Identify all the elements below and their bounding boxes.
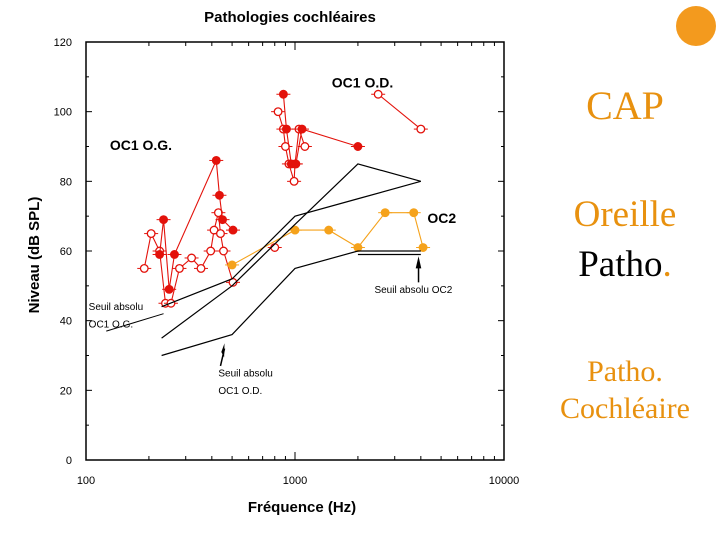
data-point — [175, 263, 184, 273]
y-axis-label: Niveau (dB SPL) — [26, 197, 43, 314]
data-point — [216, 229, 225, 239]
annotation-label: OC2 — [427, 210, 456, 226]
data-point — [139, 263, 149, 273]
y-tick-label: 0 — [66, 455, 72, 467]
slide-label-cap: CAP — [586, 83, 664, 128]
y-tick-label: 120 — [54, 37, 72, 49]
annotation-label: OC1 O.G. — [89, 320, 133, 331]
annotation-arrow — [106, 313, 164, 332]
series-line — [161, 163, 421, 339]
data-point — [418, 243, 428, 252]
series-line — [143, 231, 167, 304]
data-point — [278, 89, 288, 99]
y-tick-label: 60 — [60, 246, 72, 258]
chart-title: Pathologies cochléaires — [204, 9, 376, 26]
y-tick-label: 20 — [60, 385, 72, 397]
x-tick-label: 100 — [77, 475, 95, 487]
data-point — [187, 253, 197, 263]
orange-circle-icon — [676, 6, 716, 46]
data-point — [196, 263, 206, 273]
plot-frame — [85, 41, 505, 461]
annotation-arrowhead — [415, 256, 422, 269]
patho-word: Patho — [578, 244, 663, 285]
slide-label-patho: Patho. — [540, 243, 710, 286]
audiogram-chart: 0 20 40 60 80 100 120 100 1000 10000 OC1 O.D. OC1 O… — [26, 9, 520, 516]
data-point — [300, 142, 310, 151]
data-point — [353, 142, 363, 151]
x-axis-label: Fréquence (Hz) — [248, 499, 356, 516]
annotation-label: OC1 O.D. — [218, 386, 262, 397]
series-line — [377, 93, 422, 130]
data-point — [159, 215, 169, 225]
data-point — [290, 225, 300, 235]
data-point — [146, 229, 156, 239]
series-line — [161, 180, 421, 308]
data-point — [219, 246, 228, 256]
patho-dot: . — [662, 244, 672, 285]
series-line — [161, 250, 421, 357]
annotation-arrowhead — [221, 343, 225, 358]
annotation-label: OC1 O.D. — [332, 74, 393, 90]
data-point — [214, 190, 224, 200]
slide-label-patho-2: Patho. — [587, 355, 663, 388]
series-line — [170, 212, 234, 304]
data-point — [289, 176, 299, 186]
annotation-label: Seuil absolu — [218, 368, 272, 379]
data-point — [227, 260, 237, 270]
data-point — [297, 124, 307, 134]
data-point — [211, 155, 221, 165]
data-point — [170, 250, 179, 259]
annotation-label: Seuil absolu — [89, 302, 143, 313]
data-point — [291, 159, 301, 169]
data-point — [228, 225, 238, 235]
annotation-label: Seuil absolu OC2 — [374, 285, 452, 296]
y-tick-label: 40 — [60, 316, 72, 328]
x-tick-label: 10000 — [489, 475, 520, 487]
data-point — [281, 124, 291, 134]
data-point — [273, 107, 283, 117]
data-point — [373, 89, 383, 99]
slide-label-cochleaire: Cochléaire — [560, 392, 690, 425]
data-point — [380, 208, 390, 218]
slide-label-oreille: Oreille — [573, 194, 677, 235]
y-tick-label: 80 — [60, 176, 72, 188]
data-point — [353, 243, 363, 252]
x-tick-label: 1000 — [283, 475, 307, 487]
annotation-label: OC1 O.G. — [110, 137, 172, 153]
data-point — [409, 208, 419, 218]
data-point — [218, 215, 227, 225]
series-line — [159, 158, 234, 290]
data-point — [206, 246, 216, 256]
y-tick-label: 100 — [54, 107, 72, 119]
data-point — [155, 250, 165, 259]
data-point — [324, 225, 334, 235]
data-point — [164, 284, 174, 294]
data-point — [416, 124, 426, 134]
